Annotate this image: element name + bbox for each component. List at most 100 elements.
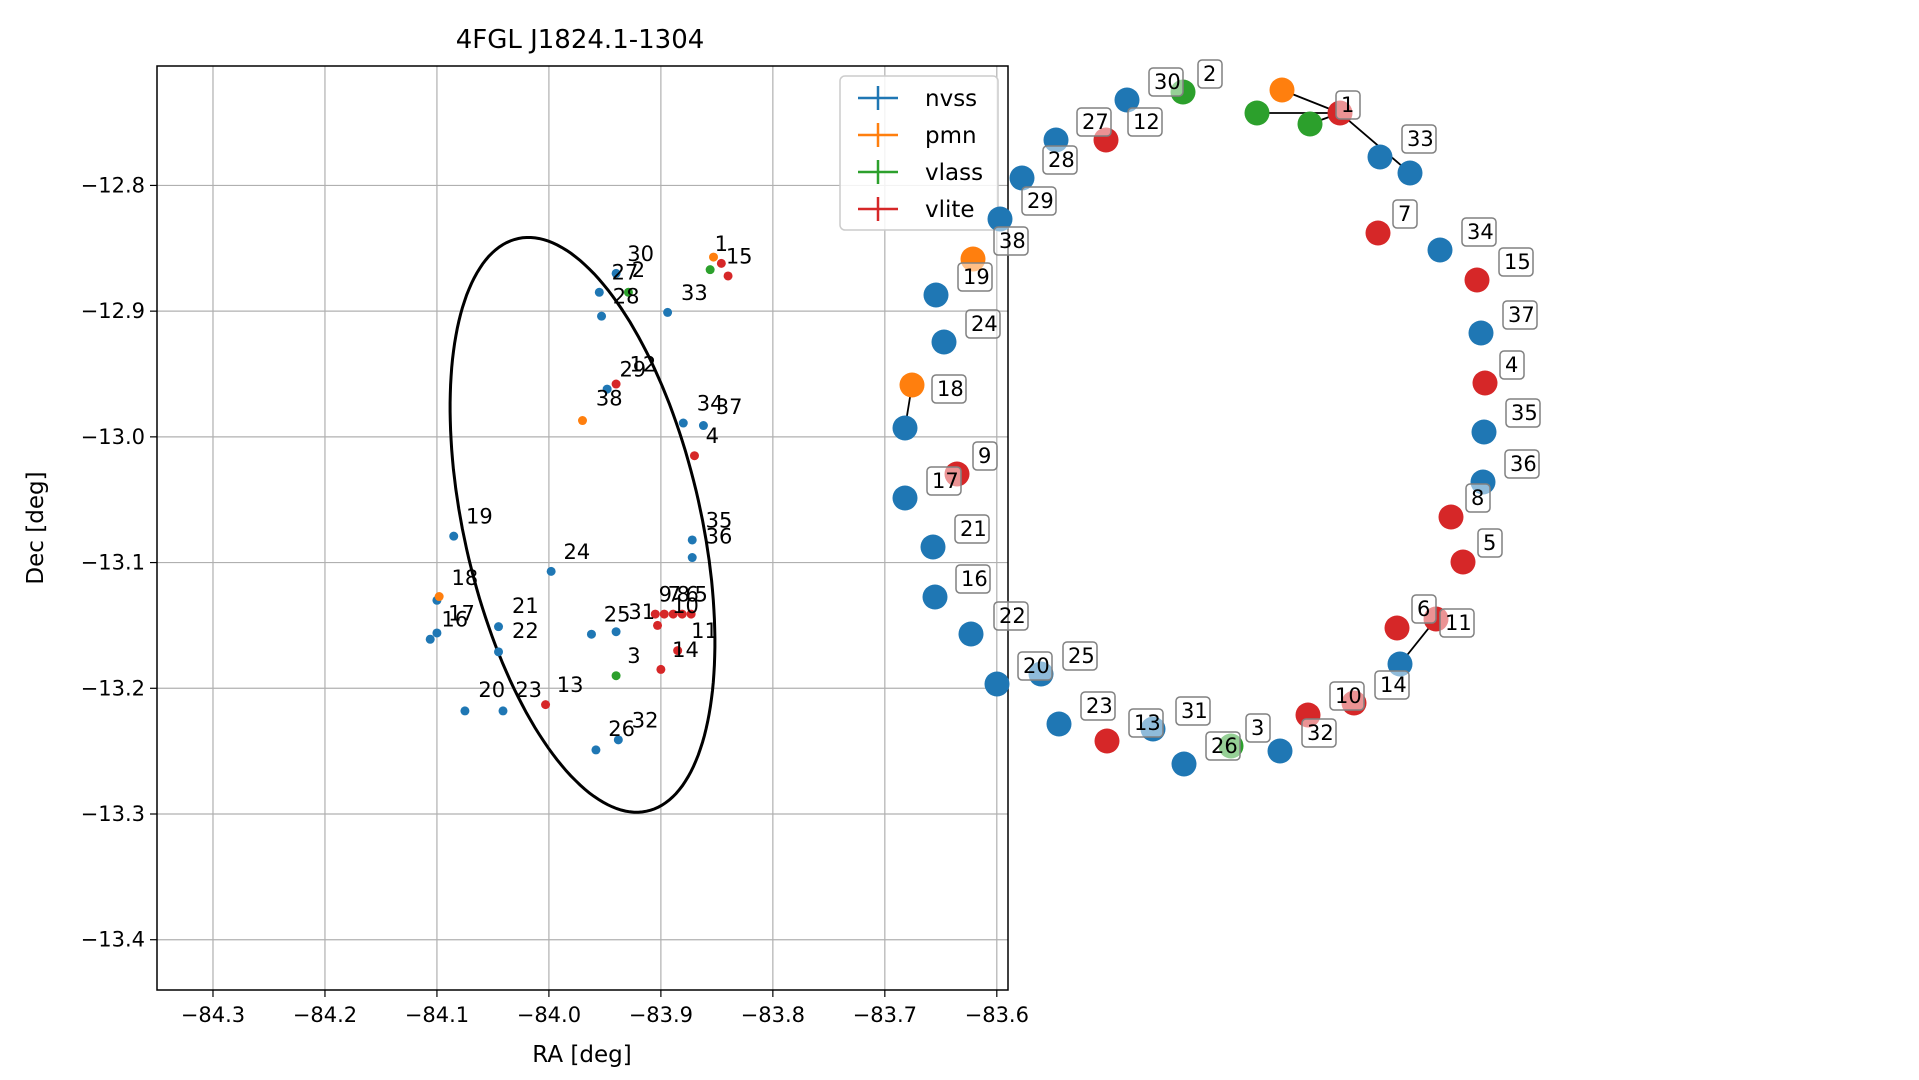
node-label-box: [1374, 670, 1410, 700]
node-label-box: [955, 564, 991, 594]
node-label-text: 2: [1203, 62, 1216, 86]
node-label-text: 32: [1307, 721, 1334, 745]
node-label: 36: [1504, 449, 1540, 479]
point-vlite-8: [668, 609, 678, 619]
point-label: 36: [706, 525, 733, 549]
node-label: 4: [1499, 350, 1525, 380]
y-tick-label: −13.0: [81, 425, 145, 449]
node-label-text: 4: [1505, 353, 1518, 377]
node-label-text: 38: [999, 229, 1026, 253]
y-tick-label: −13.3: [81, 802, 145, 826]
node-1c: [1244, 100, 1270, 126]
node-20: [984, 671, 1010, 697]
point-nvss-34: [678, 418, 688, 428]
point-label: 15: [726, 244, 753, 268]
node-label-box: [1128, 708, 1164, 738]
point-nvss-23: [498, 706, 508, 716]
point-label: 30: [627, 242, 654, 266]
node-label-box: [993, 601, 1029, 631]
node-label-text: 16: [961, 567, 988, 591]
node-label-box: [1197, 59, 1223, 89]
point-label: 26: [608, 717, 635, 741]
node-label-box: [1505, 398, 1541, 428]
point-label: 13: [557, 673, 584, 697]
node-label-box: [1017, 651, 1053, 681]
point-nvss-26: [591, 745, 601, 755]
point-vlite-15: [723, 271, 733, 281]
node-label-box: [931, 374, 967, 404]
point-label: 28: [613, 285, 640, 309]
node-label-box: [1148, 67, 1184, 97]
point-vlite-6: [677, 609, 687, 619]
point-vlite-11: [673, 646, 683, 656]
node-label-box: [1076, 107, 1112, 137]
legend-entry-pmn: pmn: [858, 123, 977, 149]
legend-box: [839, 75, 999, 231]
point-vlite-13: [541, 700, 551, 710]
node-label: 26: [1205, 731, 1241, 761]
node-label-text: 1: [1341, 93, 1354, 117]
y-tick-label: −13.2: [81, 676, 145, 700]
node-26: [1171, 751, 1197, 777]
point-nvss-36: [687, 553, 697, 563]
node-label: 35: [1505, 398, 1541, 428]
point-label: 35: [706, 508, 733, 532]
node-33b: [1397, 160, 1423, 186]
node-label-text: 26: [1211, 734, 1238, 758]
point-label: 6: [686, 583, 699, 607]
node-label-text: 6: [1417, 597, 1430, 621]
node-label: 20: [1017, 651, 1053, 681]
node-5: [1450, 549, 1476, 575]
point-label: 23: [515, 678, 542, 702]
point-nvss-25: [586, 629, 596, 639]
point-vlass-2: [623, 287, 633, 297]
node-1d: [1297, 111, 1323, 137]
node-label-text: 33: [1407, 127, 1434, 151]
point-nvss-22: [494, 647, 504, 657]
node-label: 5: [1477, 528, 1503, 558]
point-label: 31: [628, 600, 655, 624]
node-18b: [892, 415, 918, 441]
edge: [1339, 112, 1411, 174]
node-label: 14: [1374, 670, 1410, 700]
node-label-text: 27: [1082, 110, 1109, 134]
point-vlass-1: [705, 265, 715, 275]
node-4: [1472, 370, 1498, 396]
point-label: 22: [512, 619, 539, 643]
x-tick-label: −84.1: [405, 1003, 469, 1027]
x-tick-label: −84.2: [293, 1003, 357, 1027]
point-label: 37: [716, 395, 743, 419]
point-label: 5: [694, 583, 707, 607]
point-nvss-33: [663, 307, 673, 317]
node-1b: [1269, 77, 1295, 103]
node-label-text: 19: [963, 265, 990, 289]
point-label: 19: [466, 505, 493, 529]
node-label: 28: [1042, 145, 1078, 175]
node-8: [1438, 504, 1464, 530]
node-label-text: 34: [1467, 220, 1494, 244]
node-label-text: 11: [1445, 611, 1472, 635]
node-label-text: 20: [1023, 654, 1050, 678]
point-label: 24: [563, 540, 590, 564]
node-label-text: 35: [1511, 401, 1538, 425]
y-tick-label: −13.1: [81, 551, 145, 575]
node-label-text: 3: [1251, 716, 1264, 740]
point-label: 16: [441, 608, 468, 632]
x-tick-label: −83.6: [965, 1003, 1029, 1027]
node-16: [922, 584, 948, 610]
node-label: 25: [1062, 641, 1098, 671]
node-label-text: 25: [1068, 644, 1095, 668]
node-label: 33: [1401, 124, 1437, 154]
node-24: [931, 329, 957, 355]
chart-title: 4FGL J1824.1-1304: [456, 25, 705, 55]
node-label-text: 36: [1510, 452, 1537, 476]
node-15: [1464, 267, 1490, 293]
node-label: 16: [955, 564, 991, 594]
point-label: 12: [630, 352, 657, 376]
point-vlass-3: [611, 671, 621, 681]
point-label: 1: [715, 232, 728, 256]
